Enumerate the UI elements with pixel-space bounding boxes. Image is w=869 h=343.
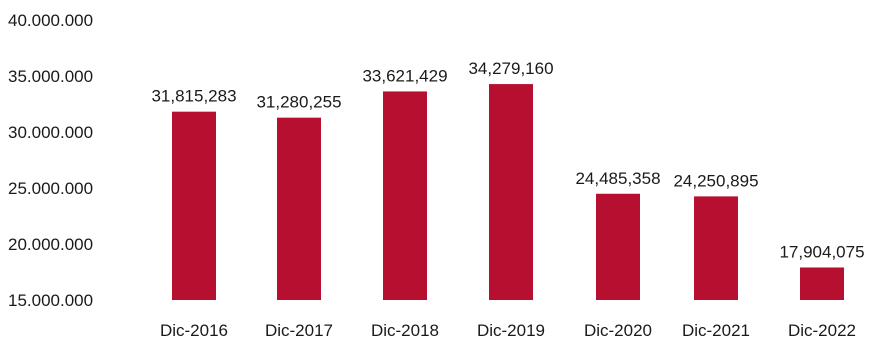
y-tick-label: 15.000.000 — [8, 291, 93, 310]
y-axis: 15.000.000 20.000.000 25.000.000 30.000.000… — [8, 11, 93, 310]
data-label: 17,904,075 — [779, 242, 864, 261]
y-tick-label: 20.000.000 — [8, 235, 93, 254]
bar-dic-2018 — [383, 91, 427, 300]
bar-dic-2021 — [694, 196, 738, 300]
data-label: 24,250,895 — [673, 171, 758, 190]
x-category-label: Dic-2017 — [265, 321, 333, 340]
y-tick-label: 35.000.000 — [8, 67, 93, 86]
bar-dic-2017 — [277, 117, 321, 301]
data-label: 31,280,255 — [256, 93, 341, 112]
bars-group — [172, 84, 844, 301]
bar-dic-2022 — [800, 267, 844, 300]
x-category-label: Dic-2022 — [788, 321, 856, 340]
data-label: 31,815,283 — [151, 87, 236, 106]
data-label: 24,485,358 — [575, 169, 660, 188]
y-tick-label: 40.000.000 — [8, 11, 93, 30]
data-label: 33,621,429 — [362, 66, 447, 85]
bar-dic-2020 — [596, 193, 640, 300]
x-category-label: Dic-2019 — [477, 321, 545, 340]
data-labels-group: 31,815,283 31,280,255 33,621,429 34,279,160… — [151, 59, 864, 261]
x-category-label: Dic-2018 — [371, 321, 439, 340]
y-tick-label: 25.000.000 — [8, 179, 93, 198]
x-category-label: Dic-2016 — [160, 321, 228, 340]
x-axis: Dic-2016 Dic-2017 Dic-2018 Dic-2019 Dic-2020… — [160, 321, 856, 340]
bar-dic-2016 — [172, 111, 216, 301]
y-tick-label: 30.000.000 — [8, 123, 93, 142]
x-category-label: Dic-2021 — [682, 321, 750, 340]
data-label: 34,279,160 — [468, 59, 553, 78]
x-category-label: Dic-2020 — [584, 321, 652, 340]
bar-dic-2019 — [489, 84, 533, 300]
